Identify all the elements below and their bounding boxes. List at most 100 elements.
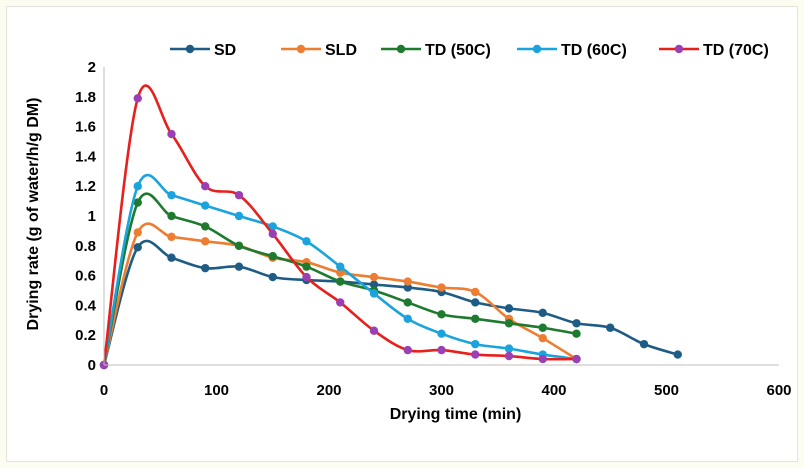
x-tick-label: 600 — [766, 382, 791, 399]
data-point-sld — [403, 277, 412, 286]
data-point-td-50c — [538, 323, 547, 332]
data-point-sd — [167, 253, 176, 262]
data-point-td-50c — [167, 211, 176, 221]
x-tick-label: 100 — [204, 382, 229, 399]
data-point-td-70c — [572, 354, 581, 364]
series-line-td-70c — [102, 84, 577, 366]
data-point-td-70c — [201, 182, 210, 191]
series-sd — [99, 239, 682, 370]
data-point-td-70c — [302, 272, 311, 282]
series-line-td-60c — [102, 173, 577, 366]
data-point-td-60c — [302, 237, 311, 246]
data-point-sld — [369, 272, 379, 282]
data-point-sd — [471, 298, 480, 307]
data-point-sd — [201, 263, 210, 273]
data-point-td-70c — [437, 345, 446, 355]
data-point-td-60c — [268, 222, 277, 231]
data-point-td-60c — [201, 201, 210, 210]
data-point-td-70c — [167, 129, 176, 139]
series-line-sd — [102, 239, 679, 366]
data-point-td-60c — [437, 329, 446, 338]
series-line-sld — [102, 222, 578, 366]
data-point-td-60c — [504, 344, 514, 353]
data-point-td-50c — [302, 262, 311, 271]
y-tick-label: 0 — [88, 357, 96, 374]
data-point-td-50c — [133, 198, 142, 207]
data-point-sd — [504, 304, 514, 313]
axes: 0 0.2 0.4 0.6 0.8 1 1.2 1.4 1.6 1.8 2 0 100 200 300 400… — [75, 59, 791, 399]
legend-label-sld: SLD — [325, 42, 357, 59]
data-point-td-50c — [403, 298, 412, 307]
y-tick-label: 0.2 — [75, 327, 96, 344]
data-point-sld — [437, 283, 446, 292]
x-axis-title: Drying time (min) — [390, 406, 522, 423]
series-td-70c — [99, 84, 581, 370]
data-point-td-60c — [234, 211, 244, 221]
data-point-td-70c — [471, 350, 480, 359]
data-point-sd — [133, 243, 142, 252]
y-tick-label: 0.4 — [75, 297, 97, 314]
legend-item-td-70c: TD (70C) — [659, 42, 769, 59]
data-point-td-50c — [336, 277, 345, 286]
data-point-td-50c — [234, 241, 244, 250]
data-point-td-70c — [336, 298, 345, 307]
y-tick-label: 1 — [88, 208, 96, 225]
data-point-td-60c — [471, 339, 480, 349]
data-point-sld — [133, 228, 142, 237]
data-point-td-60c — [167, 190, 176, 200]
legend-marker-sd — [185, 44, 195, 54]
data-point-sd — [673, 350, 682, 359]
data-point-td-60c — [336, 262, 345, 271]
data-point-td-70c — [504, 351, 514, 361]
data-point-td-50c — [504, 319, 514, 328]
legend-marker-td-50c — [396, 44, 406, 54]
x-tick-label: 300 — [429, 382, 454, 399]
data-point-td-70c — [133, 94, 142, 103]
legend-marker-td-70c — [674, 44, 684, 54]
plot-area — [99, 84, 682, 370]
y-tick-label: 1.2 — [75, 178, 96, 195]
data-point-sld — [167, 232, 176, 242]
legend-item-sld: SLD — [281, 42, 357, 59]
x-tick-label: 500 — [654, 382, 679, 399]
data-point-sd — [639, 339, 649, 349]
data-point-sld — [201, 237, 210, 246]
legend-label-sd: SD — [214, 42, 236, 59]
data-point-sd — [572, 319, 581, 328]
data-point-td-60c — [403, 314, 412, 324]
data-point-sd — [538, 308, 547, 318]
data-point-td-70c — [268, 229, 277, 239]
data-point-td-60c — [133, 182, 142, 191]
data-point-td-60c — [369, 289, 379, 298]
series-td-50c — [99, 192, 581, 370]
data-point-sd — [369, 280, 379, 289]
data-point-td-50c — [572, 329, 581, 338]
data-point-td-70c — [403, 345, 412, 355]
legend-item-sd: SD — [170, 42, 236, 59]
y-tick-label: 0.8 — [75, 238, 96, 255]
data-point-td-50c — [201, 222, 210, 231]
data-point-td-70c — [538, 354, 547, 364]
legend-marker-sld — [296, 44, 306, 54]
data-point-sd — [268, 272, 277, 282]
data-point-sd — [606, 323, 615, 332]
data-point-sld — [538, 333, 547, 343]
data-point-sd — [234, 262, 244, 271]
data-point-td-50c — [471, 314, 480, 324]
y-tick-label: 1.8 — [75, 89, 96, 106]
data-point-sd — [403, 283, 412, 292]
legend-label-td-70c: TD (70C) — [703, 42, 769, 59]
data-point-td-50c — [437, 310, 446, 319]
legend-label-td-60c: TD (60C) — [561, 42, 627, 59]
x-tick-label: 400 — [541, 382, 566, 399]
y-axis-title: Drying rate (g of water/h/g DM) — [25, 98, 42, 331]
legend-marker-td-60c — [532, 44, 542, 54]
data-point-td-70c — [369, 326, 379, 335]
x-tick-label: 0 — [100, 382, 108, 399]
data-point-sld — [471, 287, 480, 297]
legend: SD SLD TD (50C) TD (60C) TD (70C) — [170, 42, 769, 59]
y-tick-label: 1.6 — [75, 119, 96, 136]
y-tick-label: 1.4 — [75, 148, 97, 165]
data-point-td-50c — [268, 252, 277, 261]
